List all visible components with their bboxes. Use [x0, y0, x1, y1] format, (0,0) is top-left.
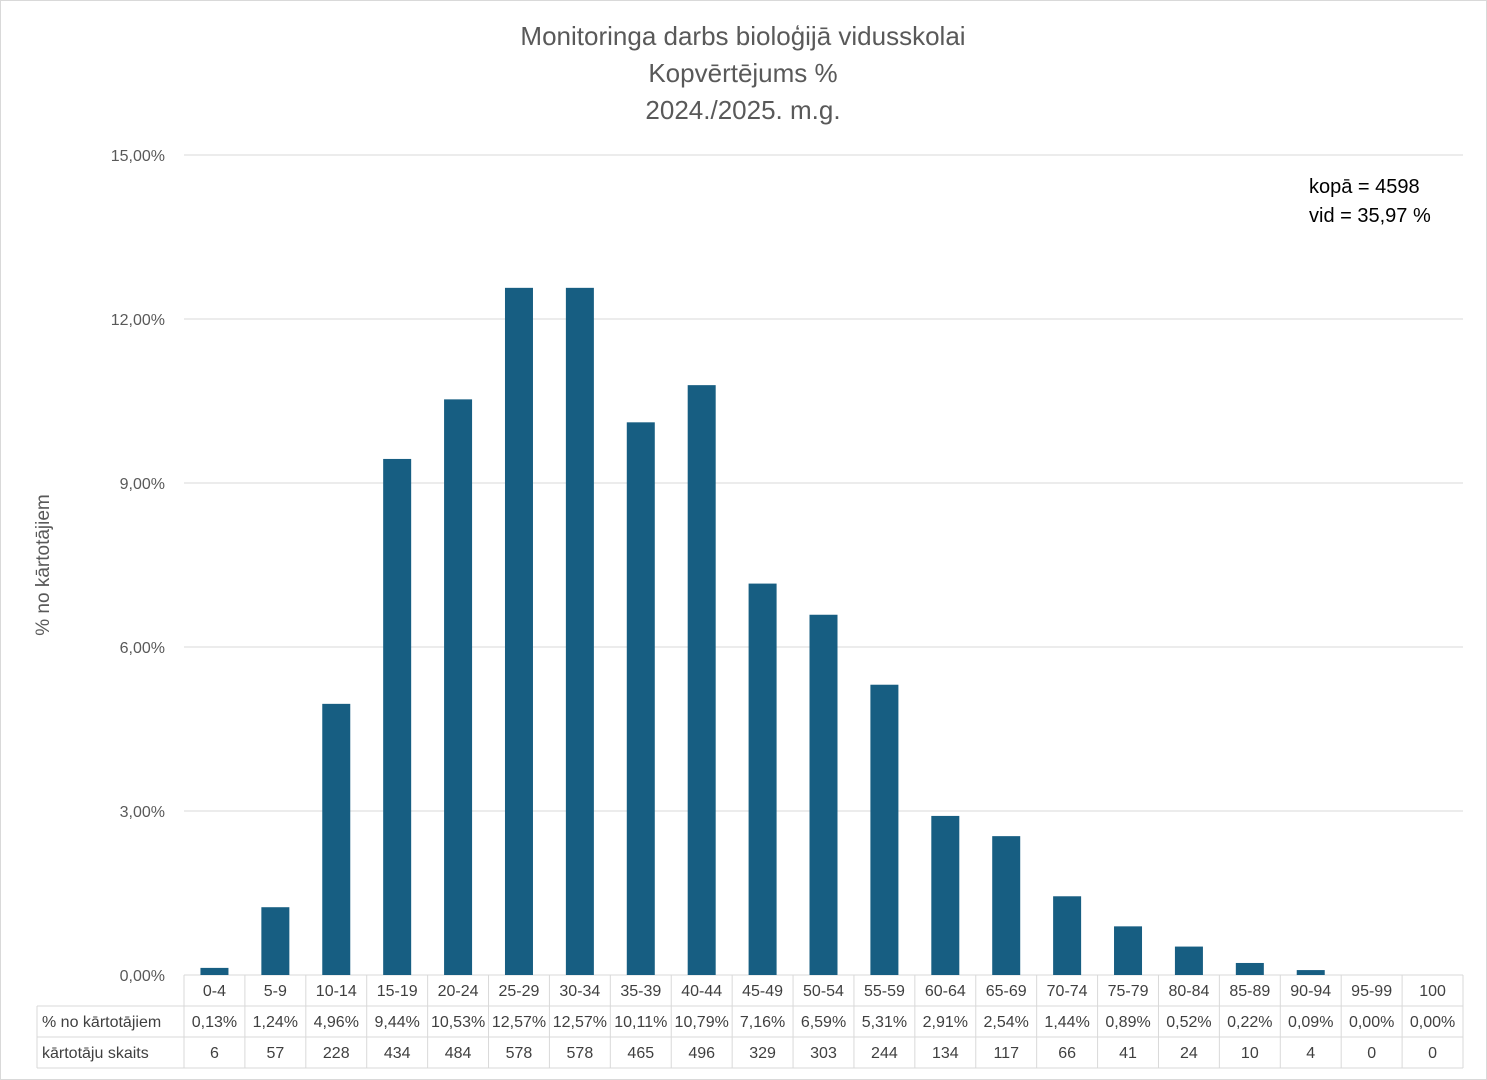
table-cell: 6,59% — [801, 1014, 846, 1031]
x-tick-label: 10-14 — [316, 983, 357, 1000]
table-cell: 10 — [1241, 1045, 1259, 1062]
bar — [322, 703, 351, 975]
x-tick-label: 70-74 — [1047, 983, 1088, 1000]
x-tick-label: 55-59 — [864, 983, 905, 1000]
table-cell: 329 — [749, 1045, 776, 1062]
table-cell: 496 — [688, 1045, 715, 1062]
table-row-label: % no kārtotājiem — [42, 1014, 161, 1031]
table-cell: 0,00% — [1349, 1014, 1394, 1031]
x-tick-label: 25-29 — [499, 983, 540, 1000]
bar — [1114, 926, 1143, 975]
bar — [992, 836, 1021, 975]
x-tick-label: 40-44 — [681, 983, 722, 1000]
bar — [383, 458, 412, 975]
x-tick-label: 0-4 — [203, 983, 226, 1000]
x-tick-label: 75-79 — [1108, 983, 1149, 1000]
x-tick-label: 100 — [1419, 983, 1446, 1000]
table-cell: 303 — [810, 1045, 837, 1062]
x-tick-label: 15-19 — [377, 983, 418, 1000]
table-cell: 6 — [210, 1045, 219, 1062]
bar — [626, 422, 655, 975]
table-cell: 0,52% — [1166, 1014, 1211, 1031]
table-cell: 465 — [627, 1045, 654, 1062]
table-cell: 7,16% — [740, 1014, 785, 1031]
x-tick-label: 90-94 — [1290, 983, 1331, 1000]
bar — [261, 907, 290, 975]
table-cell: 244 — [871, 1045, 898, 1062]
table-cell: 24 — [1180, 1045, 1198, 1062]
chart-annotation: kopā = 4598 — [1309, 176, 1420, 198]
table-cell: 0,13% — [192, 1014, 237, 1031]
x-tick-label: 5-9 — [264, 983, 287, 1000]
y-tick-label: 3,00% — [120, 804, 165, 821]
table-cell: 0 — [1367, 1045, 1376, 1062]
table-cell: 0 — [1428, 1045, 1437, 1062]
bar — [1174, 946, 1203, 975]
table-cell: 4 — [1306, 1045, 1315, 1062]
bar — [1235, 962, 1264, 975]
table-cell: 12,57% — [492, 1014, 546, 1031]
table-cell: 134 — [932, 1045, 959, 1062]
bar — [1053, 896, 1082, 975]
x-tick-label: 35-39 — [620, 983, 661, 1000]
table-cell: 66 — [1058, 1045, 1076, 1062]
x-tick-label: 80-84 — [1168, 983, 1209, 1000]
x-tick-label: 95-99 — [1351, 983, 1392, 1000]
table-cell: 4,96% — [314, 1014, 359, 1031]
y-axis-title: % no kārtotājiem — [33, 494, 54, 636]
chart-title-line: Monitoringa darbs bioloģijā vidusskolai — [520, 21, 965, 51]
table-cell: 1,44% — [1044, 1014, 1089, 1031]
x-tick-label: 30-34 — [559, 983, 600, 1000]
table-cell: 2,54% — [984, 1014, 1029, 1031]
table-cell: 484 — [445, 1045, 472, 1062]
chart-annotation: vid = 35,97 % — [1309, 205, 1431, 227]
y-tick-label: 12,00% — [111, 312, 165, 329]
table-cell: 10,79% — [675, 1014, 729, 1031]
table-cell: 5,31% — [862, 1014, 907, 1031]
chart-title-line: Kopvērtējums % — [648, 58, 837, 88]
x-tick-label: 85-89 — [1229, 983, 1270, 1000]
table-cell: 578 — [567, 1045, 594, 1062]
bar — [687, 385, 716, 975]
chart-title-line: 2024./2025. m.g. — [645, 95, 840, 125]
table-cell: 578 — [506, 1045, 533, 1062]
table-cell: 10,11% — [614, 1014, 667, 1031]
table-cell: 10,53% — [431, 1014, 485, 1031]
y-tick-label: 6,00% — [120, 640, 165, 657]
table-cell: 117 — [993, 1045, 1019, 1062]
table-cell: 0,89% — [1105, 1014, 1150, 1031]
table-cell: 228 — [323, 1045, 350, 1062]
table-cell: 12,57% — [553, 1014, 607, 1031]
y-tick-label: 0,00% — [120, 968, 165, 985]
table-cell: 0,22% — [1227, 1014, 1272, 1031]
bar — [200, 967, 229, 975]
x-tick-label: 45-49 — [742, 983, 783, 1000]
table-cell: 434 — [384, 1045, 411, 1062]
table-cell: 0,00% — [1410, 1014, 1455, 1031]
table-row-label: kārtotāju skaits — [42, 1045, 149, 1062]
y-tick-label: 15,00% — [111, 148, 165, 165]
bar — [444, 399, 473, 975]
table-cell: 9,44% — [374, 1014, 419, 1031]
x-tick-label: 20-24 — [438, 983, 479, 1000]
bar — [504, 287, 533, 976]
bar — [565, 287, 594, 976]
y-tick-label: 9,00% — [120, 476, 165, 493]
table-cell: 0,09% — [1288, 1014, 1333, 1031]
table-cell: 41 — [1119, 1045, 1137, 1062]
table-cell: 1,24% — [253, 1014, 298, 1031]
bar — [870, 684, 899, 975]
bar — [748, 583, 777, 975]
x-tick-label: 60-64 — [925, 983, 966, 1000]
x-tick-label: 65-69 — [986, 983, 1027, 1000]
table-cell: 57 — [266, 1045, 284, 1062]
bar — [809, 614, 838, 975]
x-tick-label: 50-54 — [803, 983, 844, 1000]
bar — [1296, 970, 1325, 975]
table-cell: 2,91% — [923, 1014, 968, 1031]
bar — [931, 815, 960, 975]
